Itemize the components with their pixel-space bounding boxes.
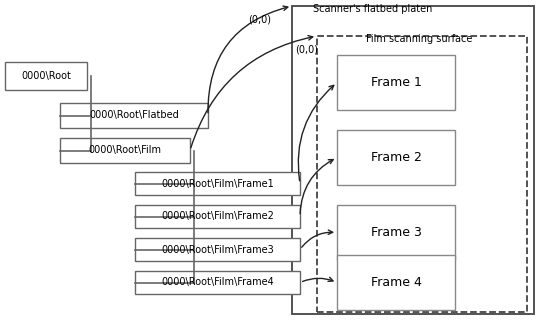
FancyBboxPatch shape — [135, 172, 300, 195]
FancyBboxPatch shape — [337, 255, 455, 310]
Text: Frame 4: Frame 4 — [371, 276, 421, 289]
Text: Frame 3: Frame 3 — [371, 226, 421, 239]
FancyBboxPatch shape — [337, 205, 455, 260]
Text: Film scanning surface: Film scanning surface — [366, 34, 472, 44]
FancyBboxPatch shape — [135, 271, 300, 294]
FancyBboxPatch shape — [292, 6, 534, 314]
FancyBboxPatch shape — [5, 62, 87, 90]
Text: 0000\Root\Film\Frame3: 0000\Root\Film\Frame3 — [161, 244, 274, 254]
Text: Frame 2: Frame 2 — [371, 151, 421, 164]
Text: 0000\Root\Flatbed: 0000\Root\Flatbed — [89, 110, 179, 120]
Text: 0000\Root\Film: 0000\Root\Film — [89, 146, 162, 156]
Text: 0000\Root: 0000\Root — [21, 71, 71, 81]
Text: 0000\Root\Film\Frame1: 0000\Root\Film\Frame1 — [161, 178, 274, 188]
FancyBboxPatch shape — [337, 130, 455, 185]
Text: 0000\Root\Film\Frame4: 0000\Root\Film\Frame4 — [161, 278, 274, 288]
Text: (0,0): (0,0) — [248, 14, 271, 24]
Text: Frame 1: Frame 1 — [371, 76, 421, 89]
FancyBboxPatch shape — [60, 103, 208, 128]
FancyBboxPatch shape — [317, 36, 527, 312]
FancyBboxPatch shape — [337, 55, 455, 110]
Text: 0000\Root\Film\Frame2: 0000\Root\Film\Frame2 — [161, 212, 274, 222]
Text: Scanner's flatbed platen: Scanner's flatbed platen — [313, 4, 432, 14]
FancyBboxPatch shape — [135, 205, 300, 228]
FancyBboxPatch shape — [135, 238, 300, 261]
Text: (0,0): (0,0) — [295, 44, 318, 54]
FancyBboxPatch shape — [60, 138, 190, 163]
